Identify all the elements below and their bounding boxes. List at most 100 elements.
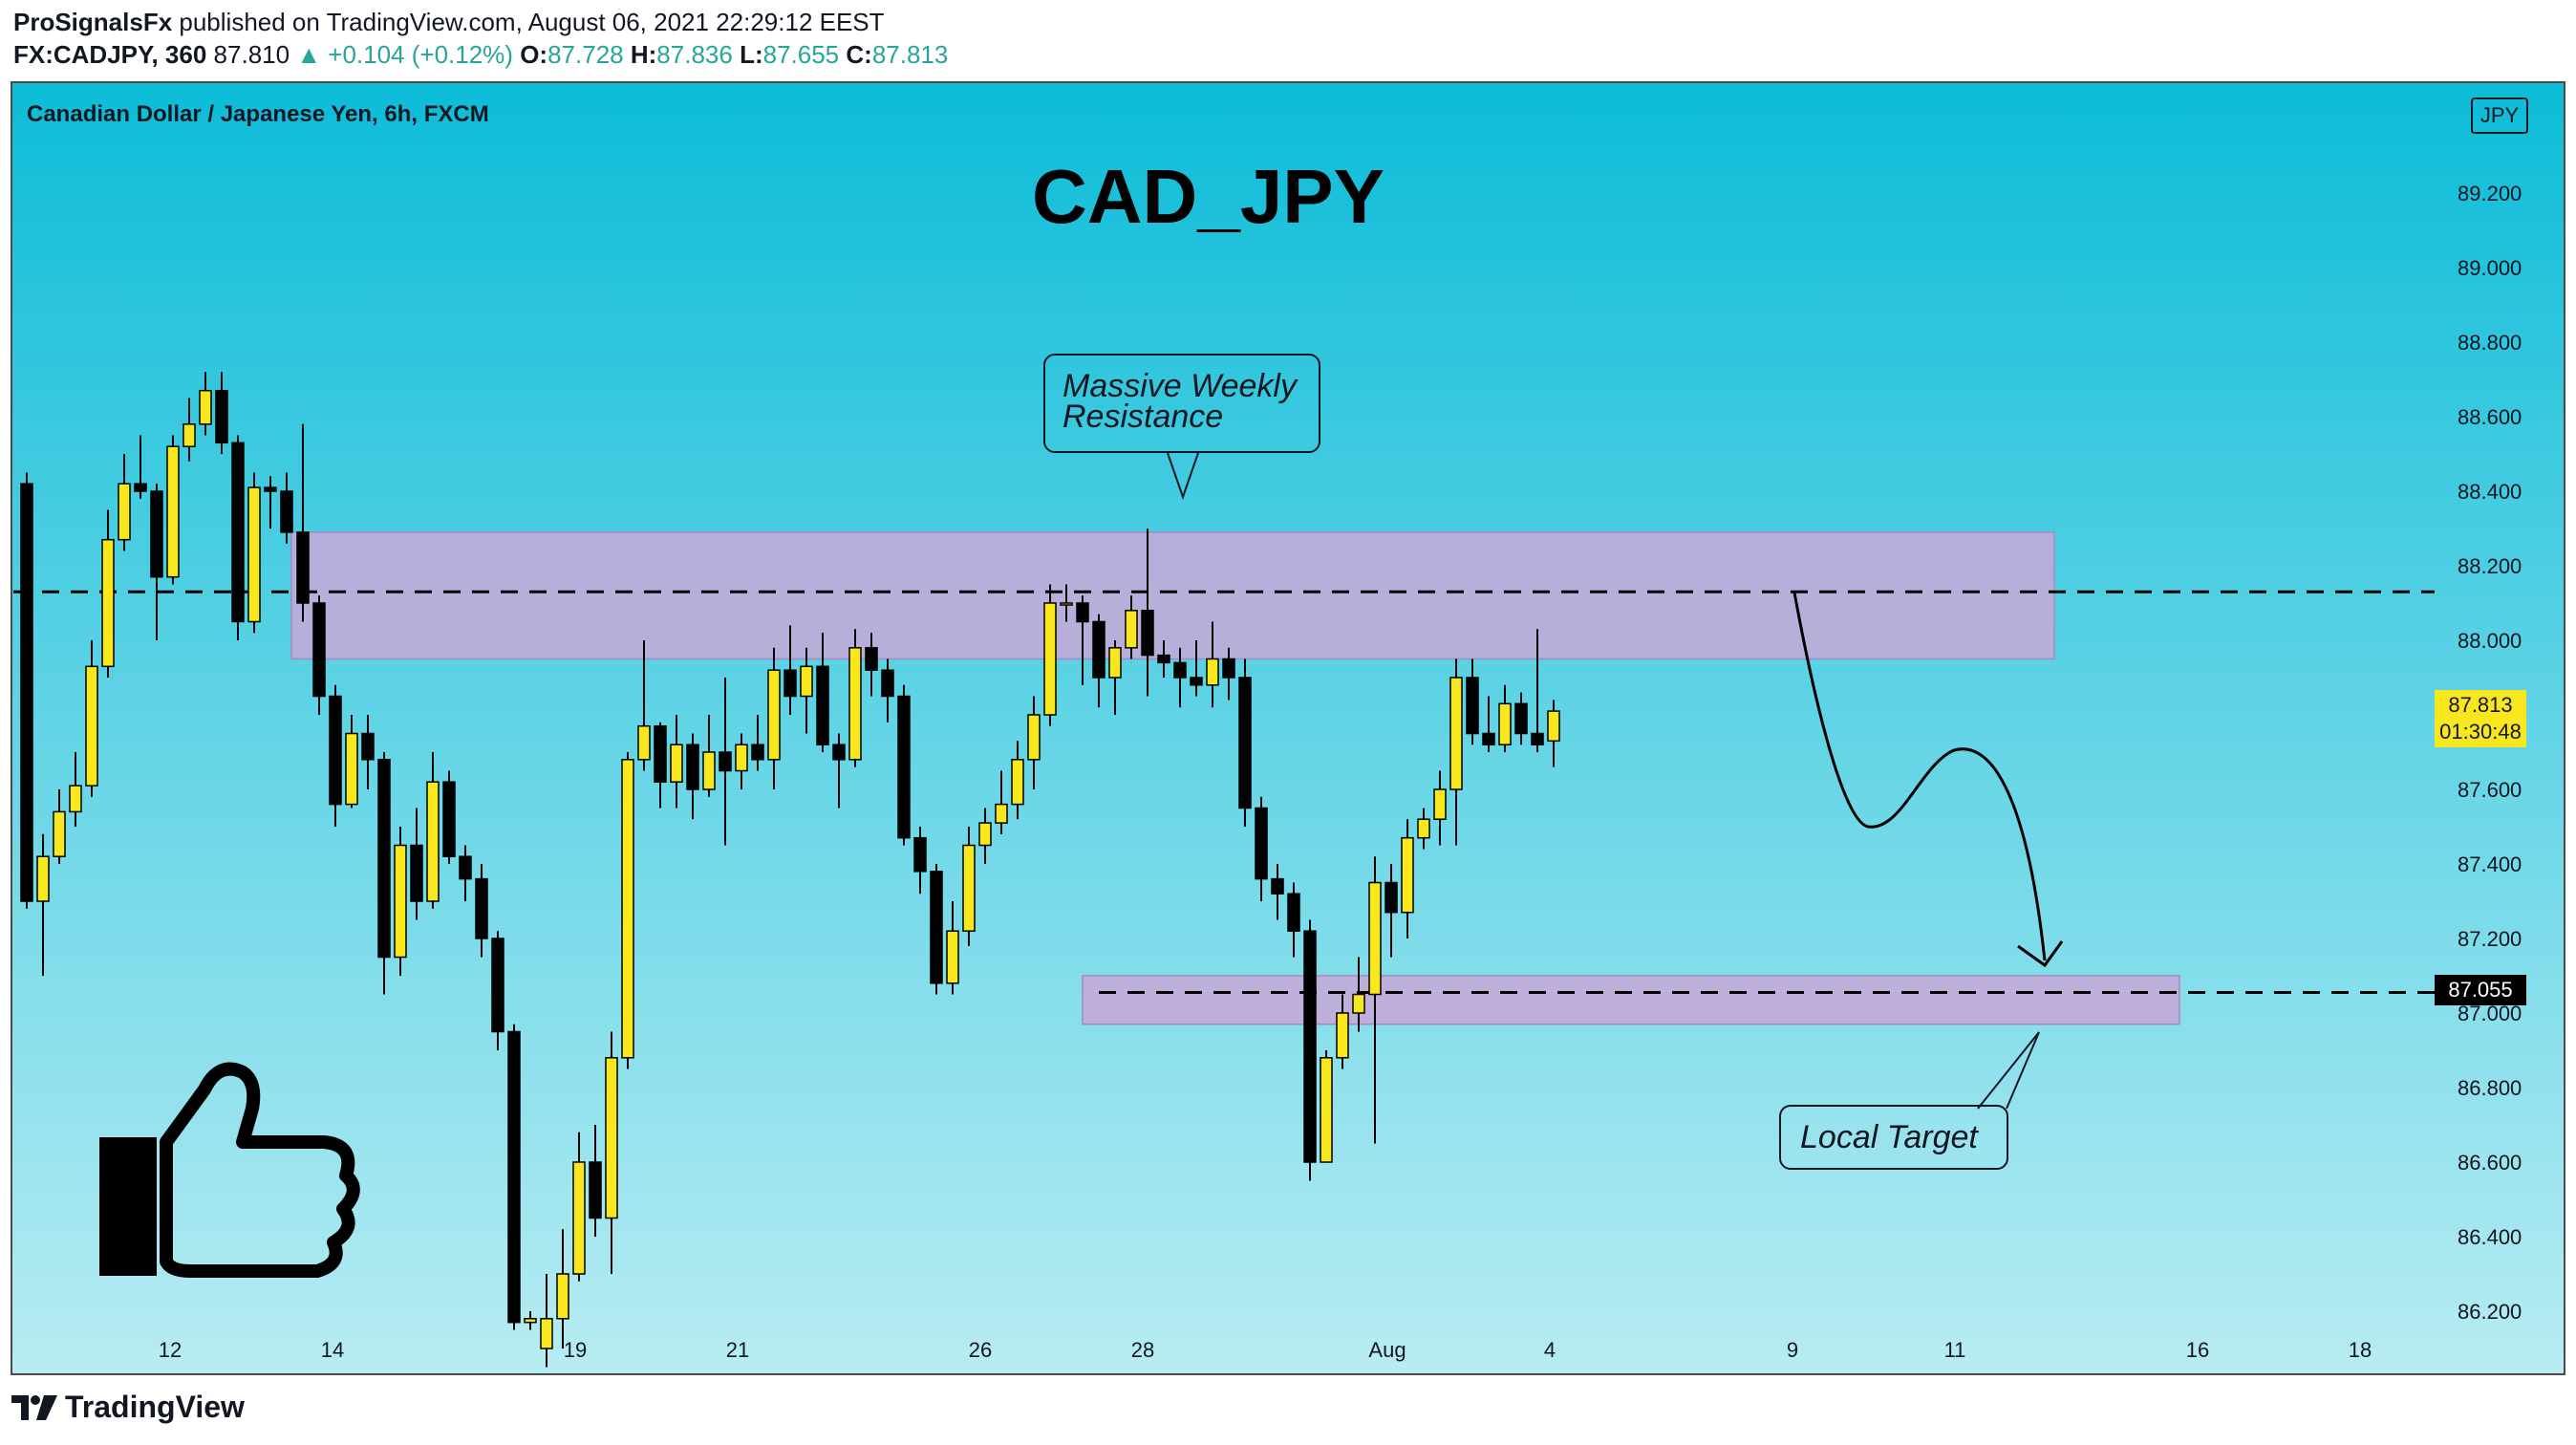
candle xyxy=(134,435,147,499)
candle-body xyxy=(816,665,829,745)
candle xyxy=(1108,640,1122,715)
symbol-label: FX:CADJPY, 360 xyxy=(13,40,207,69)
chart-big-title: CAD_JPY xyxy=(1032,154,1385,239)
y-tick-label: 87.400 xyxy=(2458,852,2522,876)
candle xyxy=(426,752,440,909)
candle-body xyxy=(329,695,342,806)
publish-info: ProSignalsFx published on TradingView.co… xyxy=(13,8,885,37)
tradingview-logo-icon[interactable] xyxy=(11,1394,57,1420)
open-label: O: xyxy=(520,40,548,69)
candle xyxy=(800,647,813,734)
footer: TradingView xyxy=(11,1390,245,1425)
candle xyxy=(264,476,277,528)
candle xyxy=(312,595,326,715)
resistance-callout-line1: Massive Weekly xyxy=(1063,368,1297,404)
author-name[interactable]: ProSignalsFx xyxy=(13,8,173,36)
candle xyxy=(1433,770,1447,846)
candle-body xyxy=(1190,677,1203,686)
candle xyxy=(1271,864,1284,920)
candle-body xyxy=(670,744,683,783)
target-zone xyxy=(1082,975,2180,1025)
currency-badge[interactable]: JPY xyxy=(2471,97,2528,134)
resistance-callout-line2: Resistance xyxy=(1063,399,1224,435)
candle-body xyxy=(1092,620,1106,679)
candle xyxy=(1076,595,1089,685)
candle-body xyxy=(654,724,667,783)
candle xyxy=(1011,741,1024,820)
countdown-value: 01:30:48 xyxy=(2439,720,2522,744)
candle-body xyxy=(1514,702,1528,735)
y-tick-label: 88.200 xyxy=(2458,554,2522,578)
candle-body xyxy=(247,486,261,623)
resistance-zone xyxy=(290,531,2055,660)
candle-body xyxy=(264,486,277,492)
candle xyxy=(637,640,651,771)
candle xyxy=(1092,614,1106,708)
x-tick-label: 19 xyxy=(564,1338,587,1362)
candle-body xyxy=(199,389,212,425)
candle-body xyxy=(572,1161,586,1275)
close-label: C: xyxy=(846,40,872,69)
candle-body xyxy=(1336,1012,1349,1059)
candle xyxy=(1027,696,1041,789)
candle xyxy=(1238,658,1252,827)
candle xyxy=(1417,808,1430,850)
candle xyxy=(280,472,293,544)
high-value: 87.836 xyxy=(656,40,733,69)
candle-body xyxy=(459,855,472,880)
candle-body xyxy=(1287,893,1300,932)
y-tick-label: 86.400 xyxy=(2458,1225,2522,1249)
candle-body xyxy=(296,531,310,604)
projection-arrowhead xyxy=(2017,940,2064,968)
candle-body xyxy=(1547,710,1560,743)
candle xyxy=(572,1132,586,1282)
candle xyxy=(329,684,342,827)
candle xyxy=(475,864,488,958)
candle xyxy=(394,827,407,976)
candle-body xyxy=(475,877,488,939)
last-price-tag-value: 87.813 xyxy=(2448,693,2513,717)
candle-body xyxy=(881,669,894,698)
candle-body xyxy=(1352,993,1365,1014)
candle-body xyxy=(524,1318,537,1324)
candle-body xyxy=(540,1318,553,1349)
candle-body xyxy=(1108,647,1122,679)
candle-body xyxy=(1368,881,1382,996)
low-value: 87.655 xyxy=(762,40,840,69)
candle-body xyxy=(1255,807,1268,880)
candle-body xyxy=(1206,658,1219,686)
candle-body xyxy=(719,751,732,772)
x-tick-label: 28 xyxy=(1131,1338,1154,1362)
thumbs-up-icon xyxy=(99,1062,360,1278)
candle-body xyxy=(1449,677,1463,790)
open-value: 87.728 xyxy=(547,40,624,69)
candle xyxy=(930,864,943,995)
candle-body xyxy=(85,665,98,787)
x-tick-label: 12 xyxy=(159,1338,182,1362)
candle xyxy=(556,1229,569,1348)
candle xyxy=(101,509,115,678)
candle xyxy=(881,658,894,722)
candle xyxy=(686,733,699,820)
candle xyxy=(442,770,456,864)
footer-brand[interactable]: TradingView xyxy=(65,1390,245,1424)
candle xyxy=(1190,640,1203,697)
y-tick-label: 86.600 xyxy=(2458,1151,2522,1175)
candle-body xyxy=(1060,602,1073,606)
candle-body xyxy=(377,759,391,959)
candle-body xyxy=(995,803,1008,824)
candle xyxy=(247,472,261,634)
candle-body xyxy=(1417,818,1430,839)
x-tick-label: 14 xyxy=(321,1338,344,1362)
candle-body xyxy=(118,483,131,541)
candle-body xyxy=(491,938,504,1033)
candle xyxy=(361,715,375,789)
candle xyxy=(1125,595,1138,659)
candle-body xyxy=(182,423,196,447)
candle-body xyxy=(20,483,33,902)
candle xyxy=(946,901,959,995)
candle-body xyxy=(69,785,82,813)
candle-body xyxy=(848,647,862,761)
x-tick-label: Aug xyxy=(1368,1338,1406,1362)
